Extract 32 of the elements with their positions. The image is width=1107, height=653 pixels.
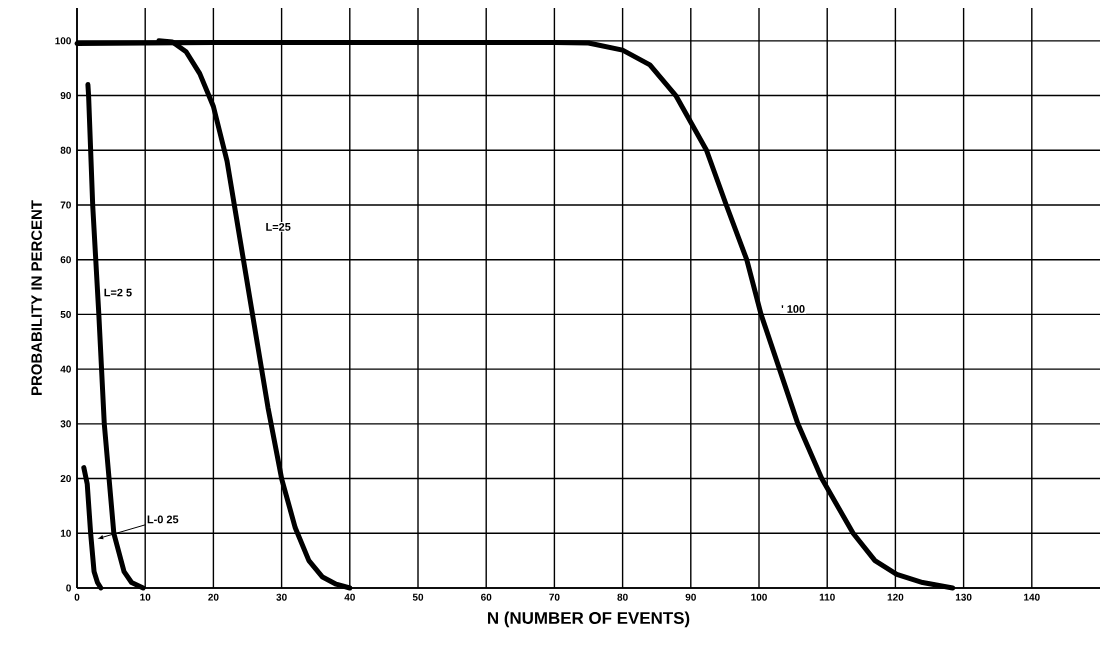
y-tick-label: 70 [60,201,71,209]
x-tick-label: 50 [412,593,424,601]
x-tick-label: 110 [819,593,835,601]
x-tick-label: 80 [617,593,628,601]
x-tick-label: 10 [140,593,151,601]
x-tick-label: 30 [276,593,287,601]
y-tick-label: 30 [60,420,71,428]
y-axis-title: PROBABILITY IN PERCENT [31,200,42,395]
y-tick-label: 60 [60,256,71,264]
x-tick-label: 0 [74,593,80,601]
x-tick-label: 40 [344,593,355,601]
y-tick-label: 50 [60,310,71,318]
x-tick-label: 130 [955,593,972,601]
annotation: L=2 5 [104,288,132,297]
x-tick-label: 140 [1024,593,1040,601]
x-tick-label: 100 [751,593,767,601]
y-tick-label: 90 [60,92,71,100]
y-tick-label: 20 [60,475,71,483]
x-tick-label: 70 [549,593,560,601]
y-tick-label: 40 [60,365,71,373]
x-tick-label: 60 [481,593,492,601]
y-tick-label: 0 [66,584,71,592]
annotation: L=25 [266,223,291,231]
annotation: L-0 25 [147,515,179,524]
y-tick-label: 80 [60,146,71,154]
y-tick-label: 10 [60,529,71,537]
x-tick-label: 20 [208,593,219,601]
x-tick-label: 90 [685,593,696,601]
x-axis-title: N (NUMBER OF EVENTS) [488,611,690,628]
annotation: ' 100 [781,305,805,313]
x-tick-label: 120 [887,593,904,601]
y-tick-label: 100 [55,37,71,45]
